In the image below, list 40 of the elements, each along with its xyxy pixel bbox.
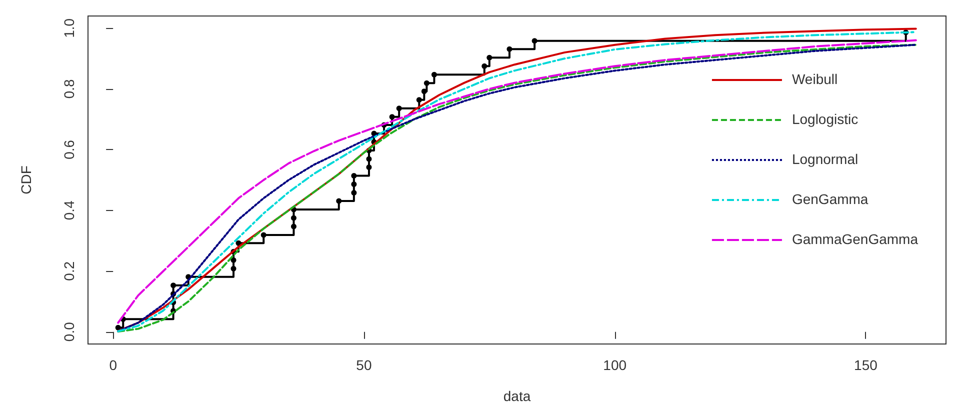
legend-label: Weibull [792, 71, 838, 87]
point [336, 198, 342, 204]
y-tick-label: 0.0 [61, 322, 77, 342]
point [351, 173, 357, 178]
point [290, 224, 296, 230]
x-tick-label: 50 [356, 357, 372, 373]
x-tick-label: 150 [854, 357, 878, 373]
point [260, 232, 266, 238]
legend-label: GenGamma [792, 191, 868, 207]
point [389, 114, 395, 120]
point [290, 215, 296, 221]
point [351, 182, 357, 187]
point [170, 282, 176, 288]
point [366, 164, 372, 170]
y-tick-label: 0.6 [61, 140, 77, 160]
point [351, 190, 357, 196]
point [416, 97, 422, 103]
point [506, 46, 512, 52]
x-tick-label: 100 [603, 357, 627, 373]
legend-label: Loglogistic [792, 111, 858, 127]
y-tick-label: 0.4 [61, 200, 77, 220]
legend-label: GammaGenGamma [792, 231, 918, 247]
y-axis-title: CDF [18, 166, 34, 194]
y-tick-label: 0.2 [61, 261, 77, 281]
point [396, 106, 402, 112]
y-tick-label: 1.0 [61, 18, 77, 38]
y-tick-label: 0.8 [61, 78, 77, 99]
point [431, 72, 437, 78]
point [482, 63, 488, 69]
point [486, 54, 492, 60]
point [115, 324, 121, 330]
x-axis-title: data [503, 388, 531, 404]
x-tick-label: 0 [109, 357, 118, 373]
point [421, 88, 427, 94]
point [230, 257, 236, 263]
point [230, 266, 236, 272]
legend-label: Lognormal [792, 151, 858, 167]
point [366, 156, 372, 162]
point [424, 80, 430, 86]
point [532, 38, 538, 44]
